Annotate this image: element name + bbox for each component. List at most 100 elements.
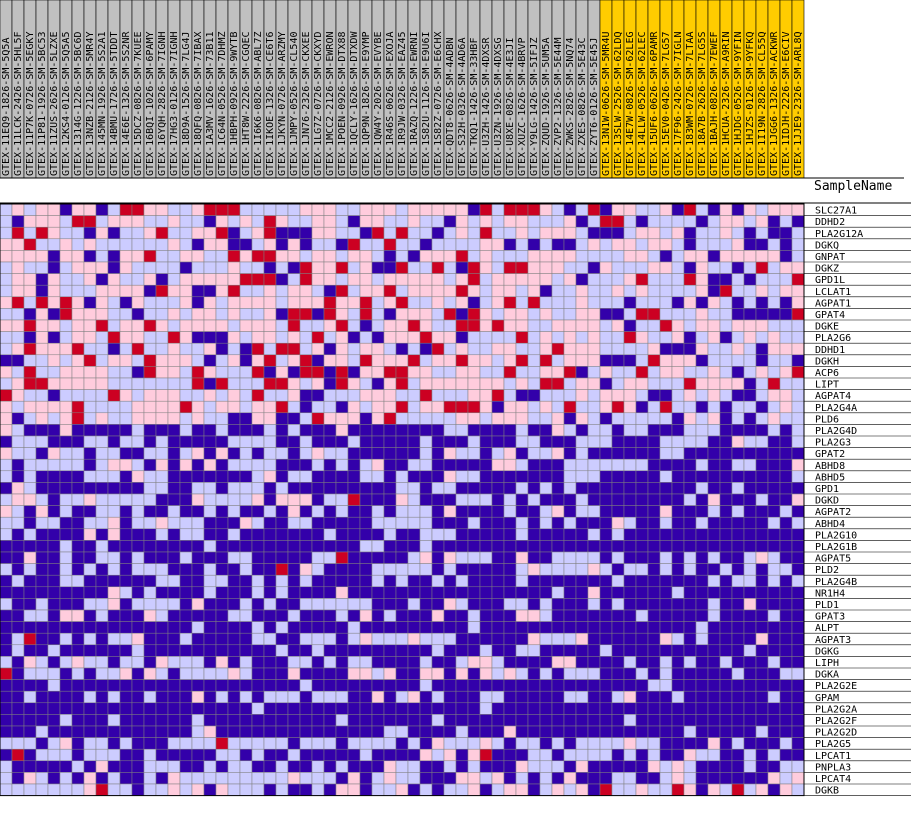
heatmap-cell	[395, 702, 409, 715]
heatmap-cell	[191, 632, 205, 646]
heatmap-cell	[479, 690, 493, 704]
heatmap-cell	[95, 493, 109, 506]
heatmap-cell	[743, 563, 757, 576]
heatmap-cell	[563, 528, 577, 541]
heatmap-cell	[587, 598, 601, 611]
heatmap-cell	[455, 250, 469, 263]
heatmap-cell	[23, 354, 37, 367]
heatmap-cell	[539, 702, 553, 715]
heatmap-cell	[575, 540, 589, 553]
heatmap-cell	[563, 215, 577, 228]
heatmap-cell	[767, 319, 781, 332]
heatmap-cell	[383, 574, 397, 588]
heatmap-cell	[563, 203, 577, 216]
heatmap-cell	[407, 505, 421, 518]
heatmap-cell	[419, 203, 433, 216]
heatmap-cell	[707, 725, 721, 738]
heatmap-cell	[779, 447, 793, 460]
heatmap-cell	[167, 748, 181, 762]
heatmap-cell	[131, 284, 145, 298]
heatmap-cell	[203, 296, 217, 309]
heatmap-cell	[83, 702, 97, 715]
heatmap-cell	[695, 644, 709, 657]
heatmap-cell	[323, 215, 337, 228]
heatmap-cell	[599, 482, 613, 495]
column-label: GTEX-1S82Z-0726-SM-E6CHX	[433, 32, 444, 177]
heatmap-cell	[47, 203, 61, 216]
heatmap-cell	[23, 238, 37, 251]
heatmap-cell	[23, 308, 37, 321]
heatmap-cell	[251, 702, 265, 715]
heatmap-cell	[491, 250, 505, 263]
heatmap-cell	[575, 667, 589, 680]
heatmap-cell	[671, 551, 685, 564]
heatmap-cell	[755, 540, 769, 553]
heatmap-cell	[35, 656, 49, 669]
heatmap-cell	[647, 737, 661, 750]
heatmap-cell	[479, 342, 493, 356]
heatmap-cell	[47, 586, 61, 599]
heatmap-cell	[551, 470, 565, 483]
heatmap-cell	[695, 482, 709, 495]
heatmap-cell	[491, 389, 505, 402]
heatmap-cell	[347, 551, 361, 564]
heatmap-cell	[467, 412, 481, 425]
heatmap-cell	[395, 667, 409, 680]
heatmap-cell	[479, 563, 493, 576]
heatmap-cell	[131, 528, 145, 541]
heatmap-cell	[791, 366, 805, 379]
heatmap-cell	[683, 458, 697, 472]
heatmap-cell	[443, 772, 457, 785]
heatmap-cell	[299, 621, 313, 634]
heatmap-cell	[143, 250, 157, 263]
heatmap-cell	[119, 447, 133, 460]
heatmap-cell	[167, 632, 181, 646]
heatmap-cell	[95, 667, 109, 680]
heatmap-cell	[23, 400, 37, 414]
heatmap-cell	[179, 366, 193, 379]
heatmap-cell	[383, 319, 397, 332]
heatmap-cell	[755, 783, 769, 796]
heatmap-cell	[503, 203, 517, 216]
row-label: PLA2G2A	[815, 704, 857, 715]
heatmap-cell	[347, 250, 361, 263]
heatmap-cell	[719, 644, 733, 657]
heatmap-cell	[695, 400, 709, 414]
heatmap-cell	[95, 563, 109, 576]
heatmap-cell	[479, 574, 493, 588]
heatmap-cell	[191, 354, 205, 367]
heatmap-cell	[443, 308, 457, 321]
heatmap-cell	[575, 482, 589, 495]
heatmap-cell	[455, 505, 469, 518]
heatmap-cell	[587, 377, 601, 390]
heatmap-cell	[503, 667, 517, 680]
heatmap-cell	[71, 772, 85, 785]
heatmap-cell	[347, 644, 361, 657]
heatmap-cell	[71, 424, 85, 437]
heatmap-cell	[167, 389, 181, 402]
heatmap-cell	[419, 783, 433, 796]
heatmap-cell	[47, 772, 61, 785]
heatmap-cell	[407, 644, 421, 657]
heatmap-cell	[707, 424, 721, 437]
heatmap-cell	[203, 690, 217, 704]
heatmap-cell	[671, 493, 685, 506]
heatmap-cell	[755, 215, 769, 228]
heatmap-cell	[335, 737, 349, 750]
heatmap-cell	[515, 377, 529, 390]
heatmap-cell	[791, 238, 805, 251]
heatmap-cell	[659, 308, 673, 321]
heatmap-cell	[359, 331, 373, 344]
heatmap-cell	[179, 354, 193, 367]
heatmap-cell	[395, 679, 409, 692]
heatmap-cell	[47, 400, 61, 414]
heatmap-cell	[791, 424, 805, 437]
heatmap-cell	[563, 308, 577, 321]
heatmap-cell	[767, 215, 781, 228]
heatmap-cell	[731, 226, 745, 240]
heatmap-cell	[311, 435, 325, 448]
heatmap-cell	[323, 470, 337, 483]
heatmap-cell	[143, 482, 157, 495]
heatmap-cell	[395, 215, 409, 228]
heatmap-cell	[47, 377, 61, 390]
